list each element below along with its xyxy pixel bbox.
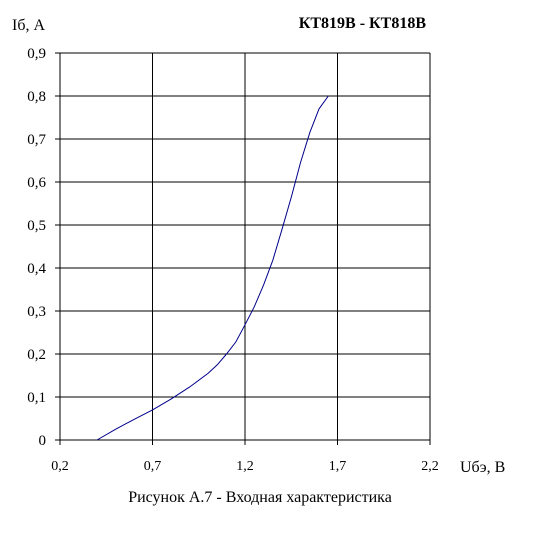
x-tick-label: 2,2 xyxy=(421,459,439,474)
x-tick-label: 0,2 xyxy=(51,459,69,474)
y-tick-label: 0,2 xyxy=(27,347,46,363)
y-tick-label: 0,3 xyxy=(27,304,46,320)
x-axis-label: Uбэ, В xyxy=(460,459,505,476)
y-axis-label: Iб, А xyxy=(12,17,45,34)
y-tick-label: 0,9 xyxy=(27,46,46,62)
y-tick-label: 0 xyxy=(39,433,47,449)
series-layer xyxy=(96,95,329,441)
x-tick-label: 1,7 xyxy=(329,459,347,474)
y-tick-label: 0,8 xyxy=(27,89,46,105)
axes xyxy=(55,52,431,445)
y-tick-label: 0,6 xyxy=(27,175,46,191)
x-tick-label: 1,2 xyxy=(236,459,254,474)
y-tick-label: 0,4 xyxy=(27,261,46,277)
y-tick-label: 0,7 xyxy=(27,132,46,148)
chart-title: КТ819В - КТ818В xyxy=(299,15,427,32)
grid xyxy=(60,52,431,440)
x-tick-label: 0,7 xyxy=(144,459,162,474)
tick-labels: 0 0,1 0,2 0,3 0,4 0,5 0,6 0,7 0,8 0,9 0,2 0,7 1,2 1,7… xyxy=(27,46,439,474)
figure-caption: Рисунок А.7 - Входная характеристика xyxy=(128,489,392,506)
y-tick-label: 0,5 xyxy=(27,218,46,234)
y-tick-label: 0,1 xyxy=(27,390,46,406)
series-line xyxy=(96,95,329,441)
